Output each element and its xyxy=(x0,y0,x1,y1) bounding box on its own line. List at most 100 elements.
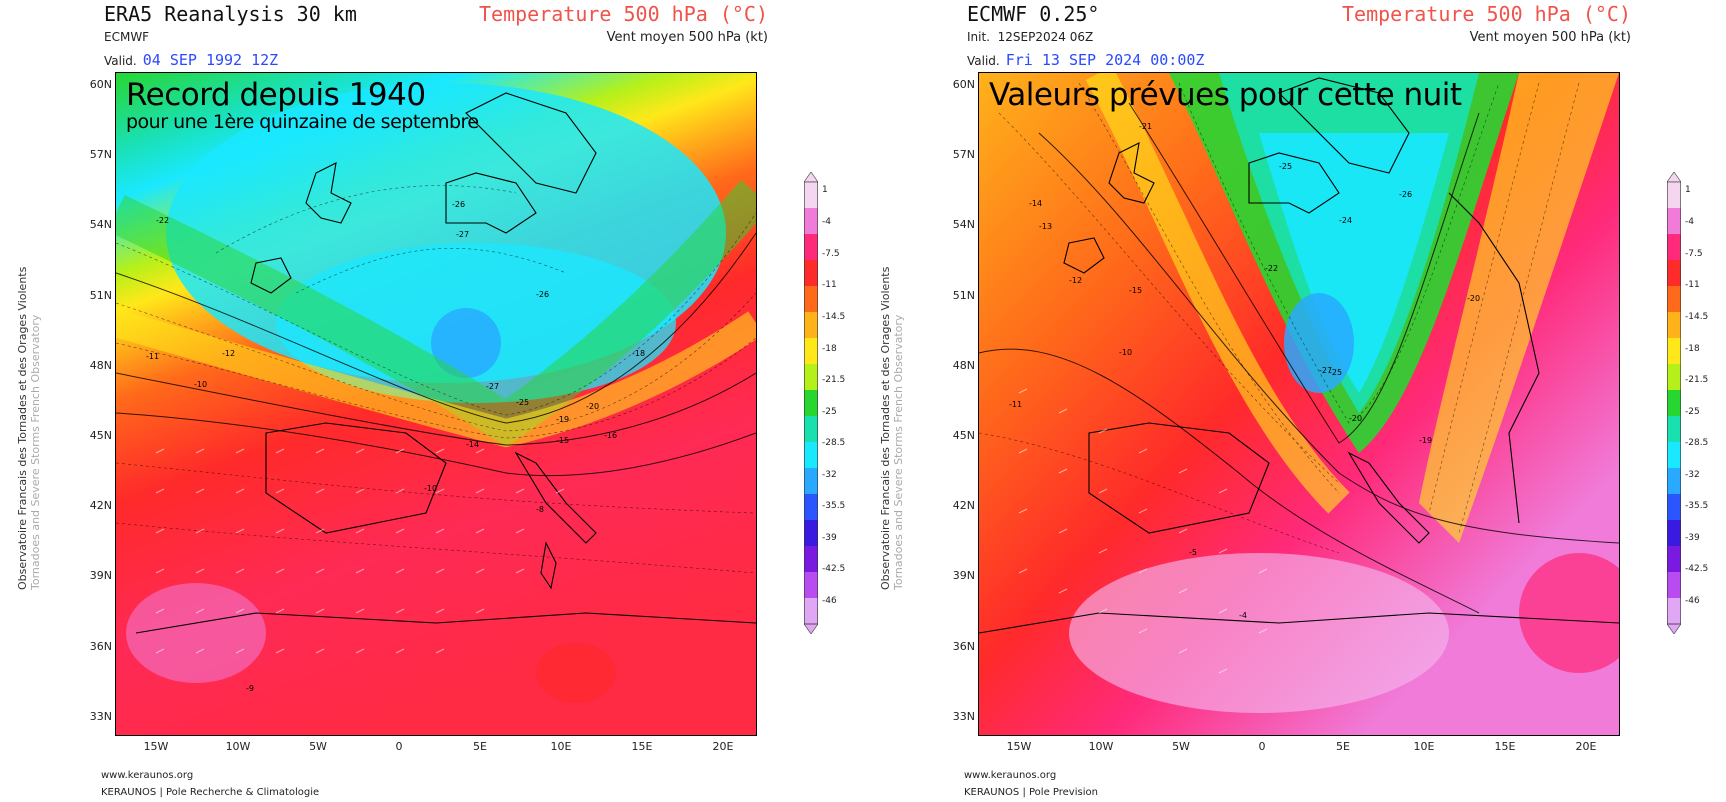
colorbar-tick: -25 xyxy=(1685,407,1700,417)
watermark: Observatoire Francais des Tornades et de… xyxy=(16,230,42,590)
colorbar-segment xyxy=(804,546,818,573)
colorbar-tick: -14.5 xyxy=(822,312,845,322)
map-field-ecmwf: -21 -25 -26 -24 -22 -14 -13 -12 -15 -10 … xyxy=(979,73,1619,735)
lon-label: 20E xyxy=(703,740,743,753)
colorbar-segment xyxy=(1667,286,1681,313)
colorbar-tick: -18 xyxy=(1685,344,1700,354)
contour-label: -14 xyxy=(466,440,479,449)
parameter-subtitle: Vent moyen 500 hPa (kt) xyxy=(1470,30,1631,45)
model-title: ECMWF 0.25° xyxy=(967,2,1099,26)
lat-label: 42N xyxy=(80,499,112,512)
colorbar-tick: 1 xyxy=(822,185,828,195)
contour-label: -24 xyxy=(1339,216,1352,225)
panel-ecmwf: ECMWF 0.25° Init. 12SEP2024 06Z Valid. Fr… xyxy=(863,0,1726,802)
contour-label: -14 xyxy=(1029,199,1042,208)
colorbar-tick: -39 xyxy=(822,533,837,543)
annotation-title: Valeurs prévues pour cette nuit xyxy=(989,77,1462,113)
colorbar-segment xyxy=(804,338,818,365)
colorbar-tick: -25 xyxy=(822,407,837,417)
colorbar-tick: -46 xyxy=(822,596,837,606)
contour-label: -25 xyxy=(516,398,529,407)
valid-label: Valid. xyxy=(104,54,137,68)
contour-label: -11 xyxy=(1009,400,1022,409)
colorbar-tick: 1 xyxy=(1685,185,1691,195)
lon-label: 15W xyxy=(999,740,1039,753)
contour-label: -25 xyxy=(1279,162,1292,171)
colorbar-tick: -39 xyxy=(1685,533,1700,543)
contour-label: -26 xyxy=(1399,190,1412,199)
annotation-subtitle: pour une 1ère quinzaine de septembre xyxy=(126,111,479,133)
lat-label: 54N xyxy=(80,218,112,231)
colorbar-cap-top xyxy=(1667,172,1681,182)
map-ecmwf: -21 -25 -26 -24 -22 -14 -13 -12 -15 -10 … xyxy=(978,72,1620,736)
colorbar-tick: -35.5 xyxy=(822,501,845,511)
contour-label: -19 xyxy=(556,415,569,424)
contour-label: -5 xyxy=(1189,548,1197,557)
colorbar-segment xyxy=(1667,520,1681,547)
lon-label: 10E xyxy=(541,740,581,753)
colorbar-segment xyxy=(1667,260,1681,287)
lat-label: 60N xyxy=(943,78,975,91)
watermark-line1: Observatoire Francais des Tornades et de… xyxy=(879,230,892,590)
colorbar-segment xyxy=(804,234,818,261)
valid-line: Valid. Fri 13 SEP 2024 00:00Z xyxy=(967,51,1204,69)
contour-label: -15 xyxy=(1129,286,1142,295)
lat-label: 39N xyxy=(80,569,112,582)
parameter-title: Temperature 500 hPa (°C) xyxy=(479,2,768,26)
lat-label: 48N xyxy=(80,359,112,372)
init-label: Init. xyxy=(967,30,990,44)
lat-label: 60N xyxy=(80,78,112,91)
contour-label: -10 xyxy=(194,380,207,389)
map-annotation: Record depuis 1940 pour une 1ère quinzai… xyxy=(126,77,479,133)
colorbar-segment xyxy=(804,312,818,339)
contour-label: -25 xyxy=(1329,368,1342,377)
contour-label: -18 xyxy=(632,349,645,358)
colorbar-tick: -21.5 xyxy=(1685,375,1708,385)
panel-era5: ERA5 Reanalysis 30 km ECMWF Valid. 04 SEP… xyxy=(0,0,863,802)
lat-label: 48N xyxy=(943,359,975,372)
lon-label: 15W xyxy=(136,740,176,753)
map-field-era5: -26 -27 -22 -11 -12 -10 -27 -25 -20 -19 … xyxy=(116,73,756,735)
lat-label: 51N xyxy=(80,289,112,302)
contour-label: -21 xyxy=(1139,122,1152,131)
lat-label: 42N xyxy=(943,499,975,512)
colorbar-segment xyxy=(1667,598,1681,625)
colorbar-segment xyxy=(804,468,818,495)
watermark: Observatoire Francais des Tornades et de… xyxy=(879,230,905,590)
colorbar-graphic xyxy=(1667,172,1681,634)
colorbar-graphic xyxy=(804,172,818,634)
valid-date: 04 SEP 1992 12Z xyxy=(143,51,278,69)
valid-line: Valid. 04 SEP 1992 12Z xyxy=(104,51,278,69)
contour-label: -12 xyxy=(1069,276,1082,285)
lon-label: 5E xyxy=(1323,740,1363,753)
source-label: ECMWF xyxy=(104,30,149,44)
watermark-line1: Observatoire Francais des Tornades et de… xyxy=(16,230,29,590)
colorbar-segment xyxy=(804,260,818,287)
contour-label: -26 xyxy=(452,200,465,209)
contour-label: -20 xyxy=(1349,414,1362,423)
contour-label: -15 xyxy=(556,436,569,445)
colorbar-segment xyxy=(1667,338,1681,365)
model-title: ERA5 Reanalysis 30 km xyxy=(104,2,357,26)
lon-label: 10E xyxy=(1404,740,1444,753)
colorbar-tick: -4 xyxy=(822,217,831,227)
colorbar-segment xyxy=(804,416,818,443)
lat-label: 57N xyxy=(80,148,112,161)
colorbar-segment xyxy=(1667,364,1681,391)
contour-label: -22 xyxy=(156,216,169,225)
watermark-line2: Tornadoes and Severe Storms French Obser… xyxy=(29,230,42,590)
colorbar xyxy=(804,172,818,634)
colorbar-segment xyxy=(1667,234,1681,261)
colorbar-tick: -4 xyxy=(1685,217,1694,227)
footer-url: www.keraunos.org xyxy=(101,770,193,781)
lat-label: 39N xyxy=(943,569,975,582)
colorbar-tick: -32 xyxy=(1685,470,1700,480)
lat-label: 33N xyxy=(943,710,975,723)
colorbar-segment xyxy=(804,364,818,391)
colorbar-segment xyxy=(1667,416,1681,443)
lon-label: 5W xyxy=(1161,740,1201,753)
lon-label: 0 xyxy=(1242,740,1282,753)
colorbar-segment xyxy=(1667,494,1681,521)
contour-label: -19 xyxy=(1419,436,1432,445)
colorbar-cap-top xyxy=(804,172,818,182)
